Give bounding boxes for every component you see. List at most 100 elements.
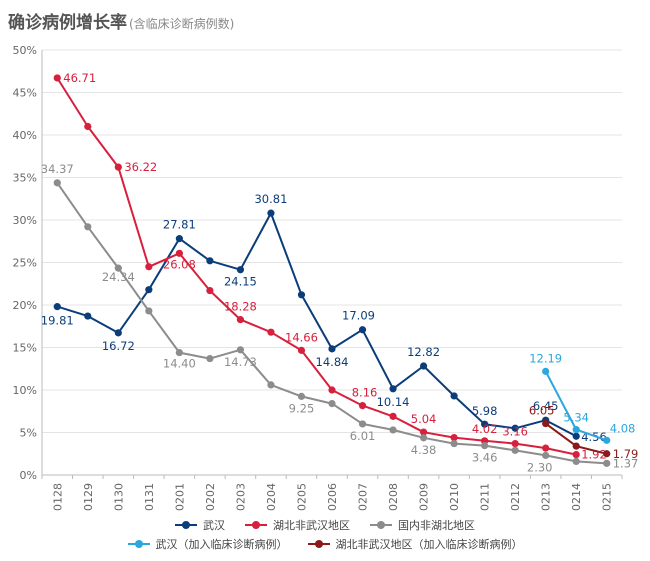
data-point — [542, 451, 550, 460]
chart-subtitle: (含临床诊断病例数) — [129, 17, 235, 31]
data-point — [542, 367, 550, 375]
data-label: 1.79 — [613, 447, 639, 461]
data-point — [450, 439, 458, 448]
legend-item: 湖北非武汉地区（加入临床诊断病例） — [307, 536, 523, 552]
x-tick-label: 0205 — [295, 483, 308, 511]
data-point — [236, 266, 245, 274]
data-point — [145, 286, 153, 294]
x-tick-label: 0130 — [112, 483, 125, 511]
data-label: 6.45 — [533, 399, 559, 413]
data-point — [389, 426, 397, 434]
data-label: 4.02 — [472, 422, 498, 436]
legend-swatch — [245, 520, 267, 530]
legend-label: 国内非湖北地区 — [398, 519, 475, 532]
chart-title: 确诊病例增长率 — [8, 13, 127, 33]
data-label: 4.08 — [610, 421, 636, 435]
y-tick-label: 40% — [13, 129, 37, 142]
data-point — [114, 329, 122, 337]
data-label: 18.28 — [224, 300, 257, 314]
x-tick-label: 0201 — [173, 483, 186, 511]
data-label: 6.01 — [350, 429, 376, 443]
data-point — [572, 442, 580, 450]
legend-label: 武汉 — [203, 519, 225, 532]
data-point — [419, 434, 428, 442]
x-tick-label: 0209 — [418, 483, 431, 511]
legend-item: 湖北非武汉地区 — [245, 517, 350, 533]
legend-row-1: 武汉 湖北非武汉地区 国内非湖北地区 — [0, 517, 650, 533]
x-tick-label: 0204 — [265, 483, 278, 511]
data-label: 3.46 — [472, 451, 498, 465]
x-tick-label: 0214 — [570, 483, 583, 511]
legend-item: 武汉（加入临床诊断病例） — [127, 536, 288, 552]
x-tick-label: 0207 — [357, 483, 370, 511]
data-point — [328, 386, 336, 394]
data-point — [53, 179, 61, 187]
data-point — [358, 402, 367, 410]
data-label: 10.14 — [377, 395, 410, 409]
y-tick-label: 45% — [13, 87, 37, 100]
data-point — [206, 257, 214, 265]
legend-item: 国内非湖北地区 — [370, 517, 475, 533]
data-point — [145, 307, 153, 315]
x-tick-label: 0131 — [143, 483, 156, 511]
data-point — [511, 446, 519, 454]
x-tick-label: 0213 — [540, 483, 553, 511]
legend-swatch — [370, 520, 392, 530]
data-label: 24.15 — [224, 275, 257, 289]
data-point — [53, 74, 61, 82]
data-label: 14.73 — [224, 355, 257, 369]
data-label: 26.08 — [163, 257, 196, 271]
y-tick-label: 25% — [13, 257, 37, 270]
data-label: 1.92 — [581, 448, 607, 462]
data-point — [53, 303, 61, 311]
data-label: 4.38 — [411, 443, 437, 457]
data-label: 12.82 — [407, 345, 440, 359]
data-point — [236, 346, 245, 354]
x-tick-label: 0211 — [479, 483, 492, 511]
legend-swatch — [307, 539, 330, 549]
x-tick-label: 0210 — [448, 483, 461, 511]
x-tick-label: 0208 — [387, 483, 400, 511]
data-label: 8.16 — [352, 386, 378, 400]
series-line — [57, 212, 577, 438]
line-chart: 0% 5% 10% 15% 20% 25% 30% 35% 40% 45% 50% 0128 0129 0… — [13, 44, 639, 511]
data-point — [358, 326, 367, 334]
data-point — [389, 385, 397, 393]
data-point — [542, 444, 550, 452]
chart-title-block: 确诊病例增长率 (含临床诊断病例数) — [8, 8, 234, 33]
data-point — [84, 122, 92, 131]
x-tick-label: 0129 — [82, 483, 95, 511]
data-label: 24.34 — [102, 270, 135, 284]
data-point — [297, 392, 306, 400]
data-point — [328, 400, 336, 408]
data-point — [450, 392, 458, 400]
data-label: 9.25 — [289, 401, 315, 415]
data-point — [572, 451, 580, 459]
data-label: 5.98 — [472, 404, 498, 418]
x-tick-label: 0215 — [601, 483, 614, 511]
data-label: 30.81 — [254, 192, 287, 206]
y-tick-label: 10% — [13, 384, 37, 397]
y-tick-label: 30% — [13, 214, 37, 227]
data-label: 17.09 — [342, 309, 375, 323]
data-label: 34.37 — [41, 162, 74, 176]
data-point — [267, 381, 275, 389]
data-label: 6.05 — [529, 404, 555, 418]
legend-label: 湖北非武汉地区（加入临床诊断病例） — [335, 538, 523, 551]
data-point — [145, 263, 153, 271]
series-line — [56, 77, 577, 456]
data-label: 14.84 — [316, 355, 349, 369]
x-tick-label: 0212 — [509, 483, 522, 511]
data-point — [572, 457, 580, 465]
legend-item: 武汉 — [175, 517, 225, 533]
data-point — [481, 420, 489, 428]
series-line — [56, 182, 607, 465]
legend-swatch — [175, 520, 197, 530]
data-point — [84, 223, 92, 231]
data-point — [114, 264, 122, 272]
data-point — [297, 346, 306, 354]
data-label: 46.71 — [63, 71, 96, 85]
x-tick-label: 0202 — [204, 483, 217, 511]
data-label: 36.22 — [124, 160, 157, 174]
y-tick-label: 35% — [13, 172, 37, 185]
